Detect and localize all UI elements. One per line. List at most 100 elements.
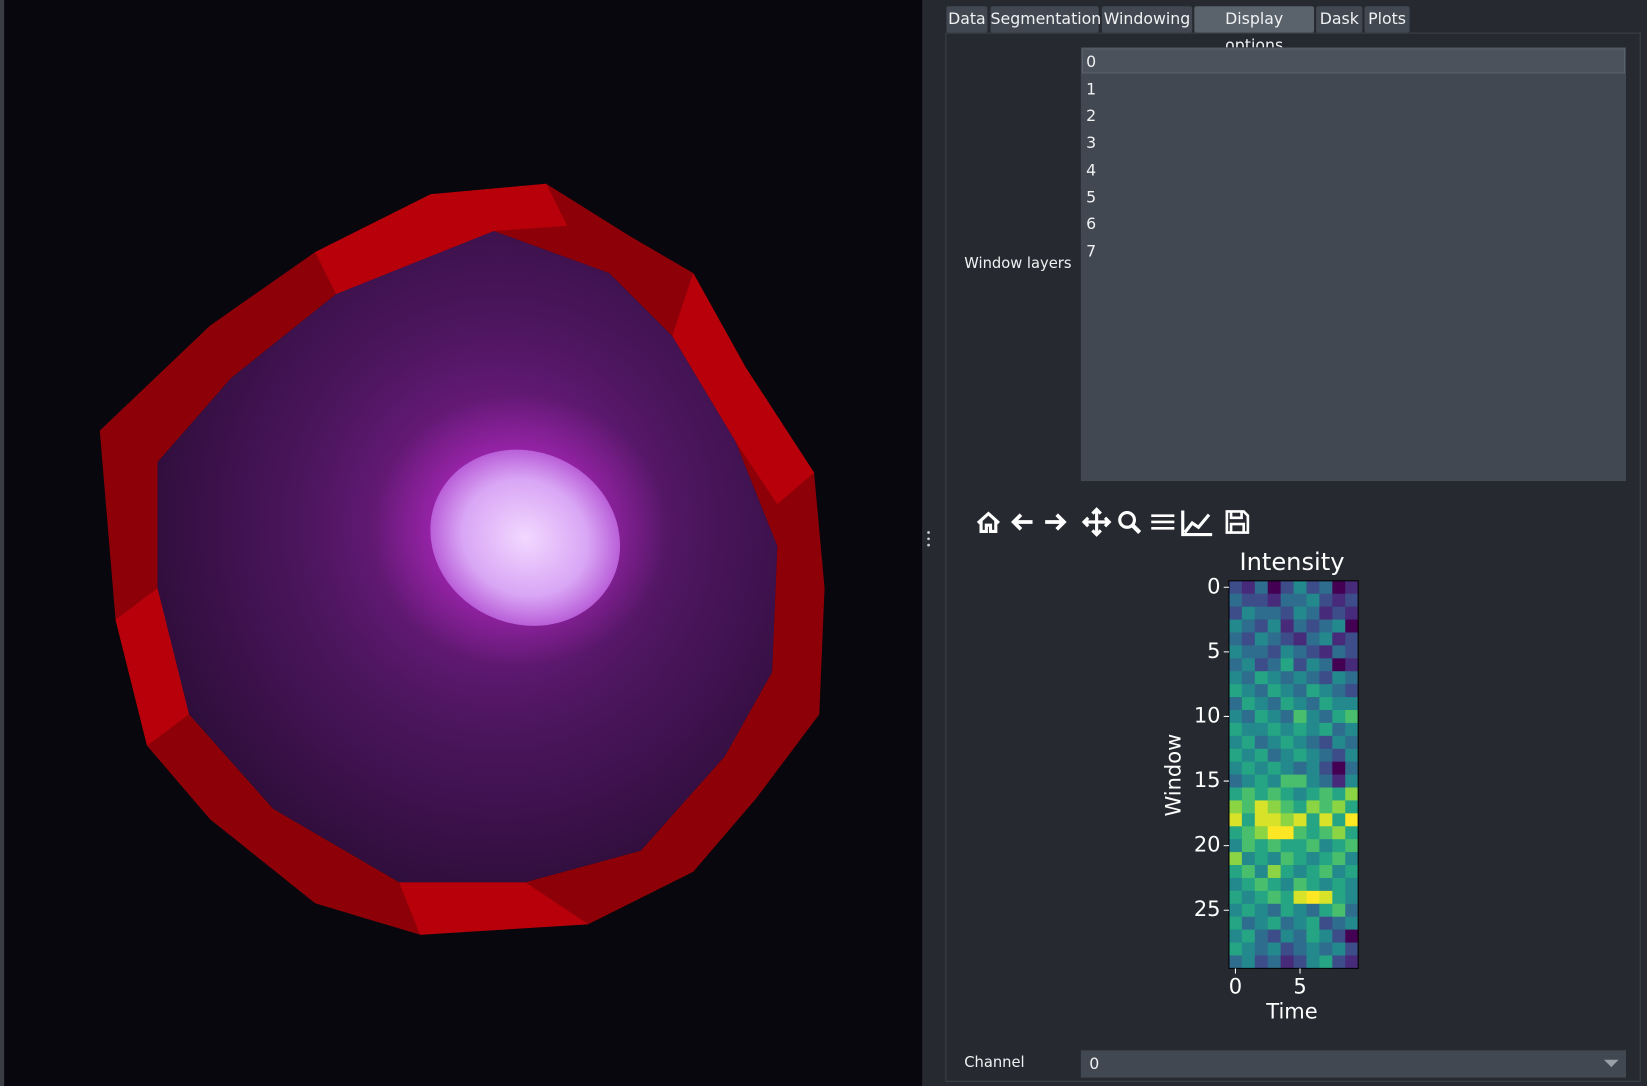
configure-icon[interactable] xyxy=(1151,514,1175,530)
heatmap-cell xyxy=(1306,645,1320,659)
heatmap-cell xyxy=(1254,916,1269,930)
heatmap-cell xyxy=(1345,852,1359,866)
heatmap-cell xyxy=(1293,826,1307,840)
tab[interactable]: Segmentation xyxy=(990,6,1101,33)
list-item[interactable]: 3 xyxy=(1086,133,1097,153)
edit-icon[interactable] xyxy=(1181,510,1213,537)
heatmap-cell xyxy=(1293,684,1307,698)
heatmap-cell xyxy=(1228,580,1243,595)
heatmap-cell xyxy=(1241,890,1256,905)
heatmap-cell xyxy=(1319,890,1333,905)
heatmap-cell xyxy=(1241,632,1256,646)
heatmap-cell xyxy=(1293,632,1307,646)
heatmap-cell xyxy=(1228,955,1243,969)
heatmap-cell xyxy=(1280,658,1294,672)
handle-dot xyxy=(927,537,930,541)
heatmap-cell xyxy=(1254,800,1269,814)
heatmap-cell xyxy=(1306,903,1320,918)
save-icon[interactable] xyxy=(1225,510,1250,534)
heatmap-cell xyxy=(1306,929,1320,943)
list-item[interactable]: 2 xyxy=(1086,106,1097,125)
heatmap-cell xyxy=(1345,787,1359,801)
heatmap-cell xyxy=(1267,593,1281,607)
list-item[interactable]: 5 xyxy=(1086,188,1097,207)
heatmap-cell xyxy=(1293,761,1307,775)
heatmap-cell xyxy=(1319,710,1333,724)
heatmap-cell xyxy=(1254,710,1269,724)
heatmap-cell xyxy=(1241,826,1256,840)
heatmap-cell xyxy=(1345,580,1359,595)
combobox[interactable]: 0 xyxy=(1080,1050,1627,1078)
splitter[interactable] xyxy=(922,0,946,1086)
heatmap-cell xyxy=(1254,697,1269,711)
forward-icon[interactable] xyxy=(1045,513,1067,531)
heatmap-cell xyxy=(1267,697,1281,711)
heatmap-cell xyxy=(1345,865,1359,879)
heatmap-cell xyxy=(1319,774,1333,788)
heatmap-cell xyxy=(1254,826,1269,840)
list[interactable] xyxy=(1080,47,1627,482)
tab-panel xyxy=(945,32,1641,1082)
heatmap-cell xyxy=(1306,735,1320,750)
heatmap-cell xyxy=(1306,800,1320,814)
heatmap-cell xyxy=(1228,800,1243,814)
nucleus xyxy=(430,449,621,626)
heatmap-cell xyxy=(1228,787,1243,801)
border xyxy=(0,0,5,1086)
heatmap-cell xyxy=(1306,710,1320,724)
heatmap-cell xyxy=(1306,839,1320,853)
heatmap-cell xyxy=(1254,852,1269,866)
list-item[interactable]: 1 xyxy=(1086,79,1097,99)
tab[interactable]: Plots xyxy=(1364,6,1410,33)
heatmap-cell xyxy=(1280,606,1294,620)
zoom-icon[interactable] xyxy=(1118,510,1142,534)
heatmap-cell xyxy=(1241,787,1256,801)
heatmap-cell xyxy=(1254,942,1269,956)
heatmap-cell xyxy=(1267,722,1281,737)
heatmap-cell xyxy=(1241,748,1256,762)
tab[interactable]: Dask xyxy=(1316,6,1363,33)
heatmap-cell xyxy=(1241,710,1256,724)
heatmap-cell xyxy=(1306,761,1320,775)
tab[interactable]: Display options xyxy=(1194,6,1315,55)
heatmap-cell xyxy=(1345,645,1359,659)
heatmap-cell xyxy=(1345,748,1359,762)
list-item[interactable]: 6 xyxy=(1086,214,1097,234)
heatmap-cell xyxy=(1267,839,1281,853)
heatmap-cell xyxy=(1345,955,1359,969)
heatmap-chart: Intensity Window Time 0 5 10 15 20 25 0 5 xyxy=(1161,548,1359,1023)
y-tick-label: 0 xyxy=(1207,574,1220,598)
heatmap-cell xyxy=(1293,955,1307,969)
x-axis-label: Time xyxy=(1265,999,1317,1023)
back-icon[interactable] xyxy=(1011,513,1033,531)
heatmap-cell xyxy=(1319,839,1333,853)
heatmap-cell xyxy=(1254,890,1269,905)
list-item[interactable]: 4 xyxy=(1086,160,1097,180)
heatmap-cell xyxy=(1254,593,1269,607)
home-icon[interactable] xyxy=(976,511,1000,534)
heatmap-cell xyxy=(1345,826,1359,840)
heatmap-cell xyxy=(1241,722,1256,737)
label: Window layers xyxy=(964,255,1072,273)
heatmap-cell xyxy=(1306,787,1320,801)
heatmap-cell xyxy=(1280,826,1294,840)
pan-icon[interactable] xyxy=(1081,507,1112,537)
heatmap-cell xyxy=(1280,813,1294,827)
heatmap-cell xyxy=(1293,658,1307,672)
heatmap-cell xyxy=(1241,774,1256,788)
heatmap-cell xyxy=(1293,619,1307,633)
heatmap-cell xyxy=(1267,903,1281,918)
heatmap-cell xyxy=(1267,645,1281,659)
heatmap-cell xyxy=(1254,645,1269,659)
tab[interactable]: Data xyxy=(946,6,988,33)
heatmap-cell xyxy=(1228,658,1243,672)
list-item[interactable]: 0 xyxy=(1086,52,1097,72)
list-item[interactable]: 7 xyxy=(1086,241,1097,261)
heatmap-cell xyxy=(1280,839,1294,853)
heatmap-cell xyxy=(1228,839,1243,853)
heatmap-cell xyxy=(1319,722,1333,737)
heatmap-cell xyxy=(1254,632,1269,646)
selected-row xyxy=(1081,48,1625,74)
tab[interactable]: Windowing xyxy=(1101,6,1193,33)
